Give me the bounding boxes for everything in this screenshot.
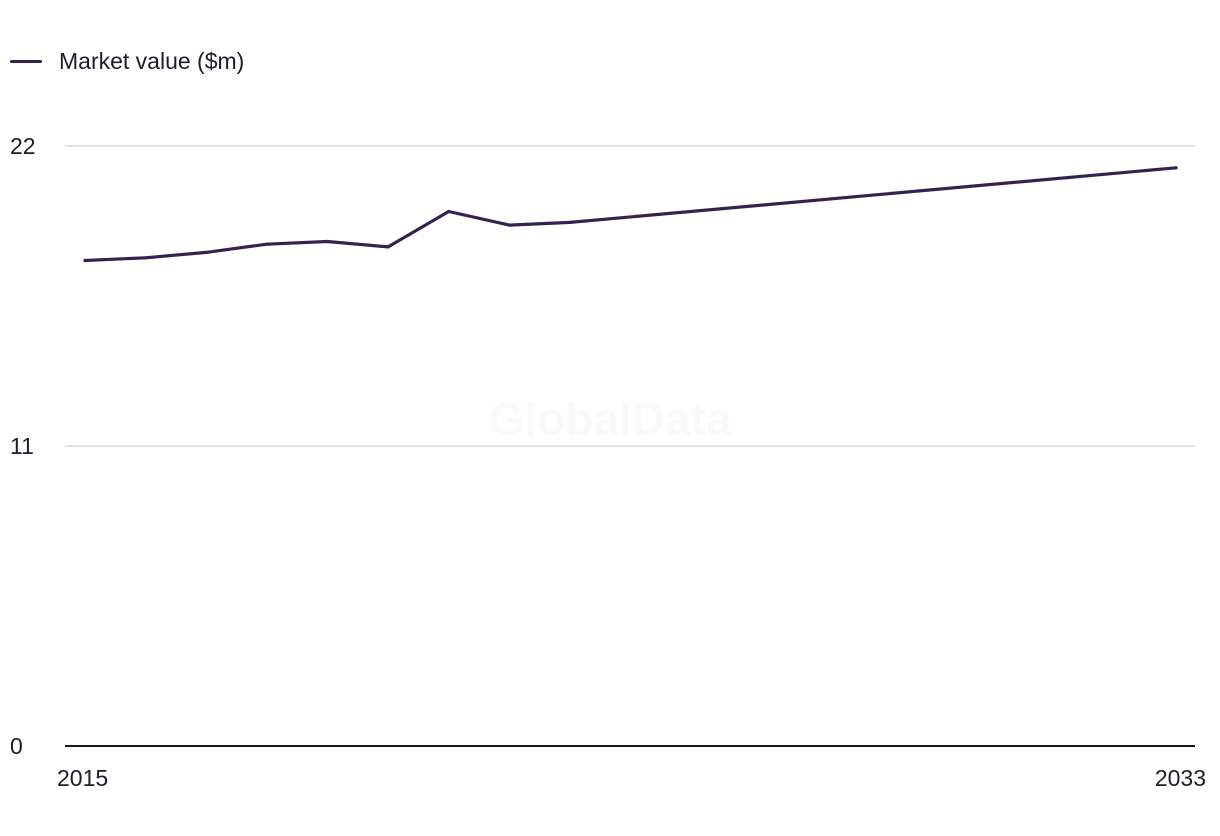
data-point xyxy=(507,223,511,227)
data-point xyxy=(386,245,390,249)
x-axis: 2015 2033 xyxy=(57,745,1206,791)
watermark-text: GlobalData xyxy=(489,393,732,445)
data-point xyxy=(144,256,148,260)
series-layer xyxy=(83,166,1178,263)
y-tick-label: 11 xyxy=(10,433,34,459)
chart-legend: Market value ($m) xyxy=(10,46,244,76)
data-point xyxy=(568,220,572,224)
data-point xyxy=(1174,166,1178,170)
data-point xyxy=(83,258,87,263)
data-point xyxy=(265,242,269,246)
y-axis: 0 11 22 xyxy=(10,133,36,759)
legend-line-swatch xyxy=(10,59,42,63)
grid-lines xyxy=(65,145,1195,447)
x-tick-label: 2015 xyxy=(57,765,108,791)
y-tick-label: 0 xyxy=(10,733,23,759)
y-tick-label: 22 xyxy=(10,133,36,159)
data-point xyxy=(204,250,208,254)
series-line-market-value xyxy=(83,166,1178,263)
data-point xyxy=(325,239,329,244)
data-point xyxy=(447,209,451,214)
x-tick-label: 2033 xyxy=(1155,765,1206,791)
legend-label: Market value ($m) xyxy=(59,47,245,74)
